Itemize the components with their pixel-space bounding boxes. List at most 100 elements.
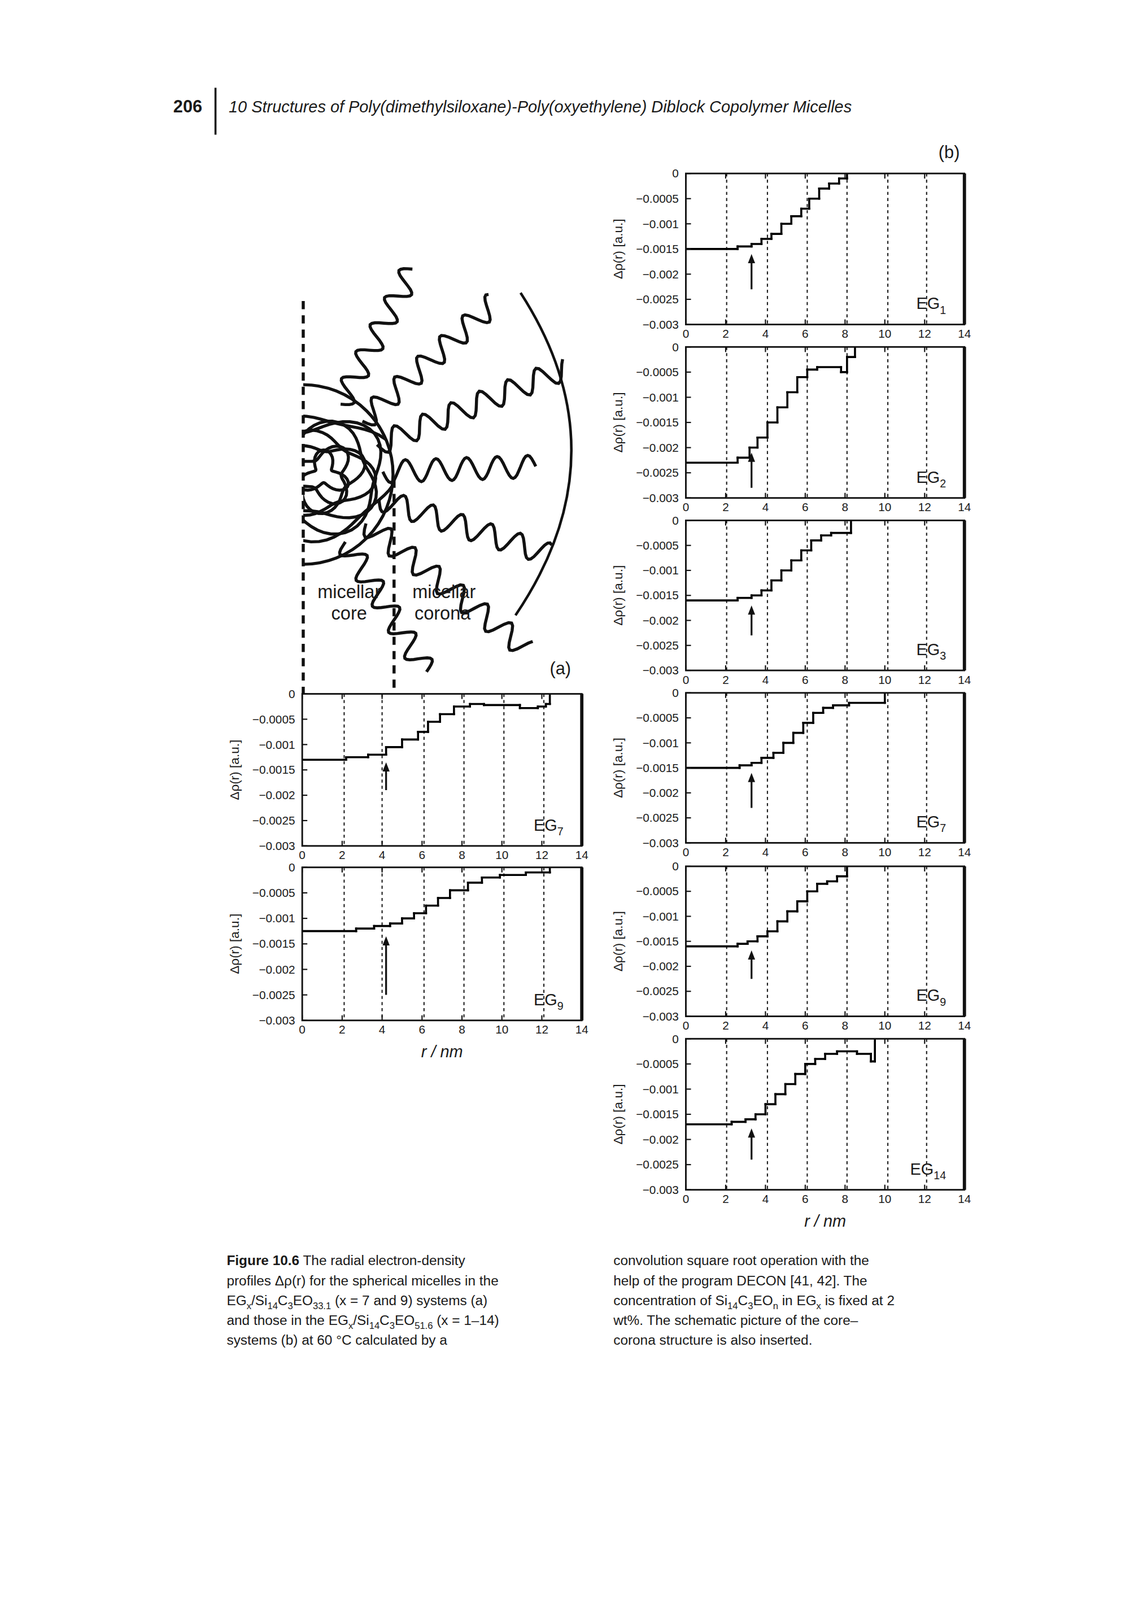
y-tick-label: 0 xyxy=(672,340,679,354)
step-segment xyxy=(821,534,832,537)
y-tick xyxy=(302,1019,308,1022)
y-tick-label: 0 xyxy=(288,860,296,874)
step-riser xyxy=(782,742,785,753)
step-segment xyxy=(767,421,778,424)
x-tick xyxy=(884,866,886,872)
x-tick xyxy=(541,867,543,873)
arrow-shaft xyxy=(750,458,753,488)
x-tick xyxy=(725,1038,727,1044)
y-tick xyxy=(685,1015,691,1017)
step-riser xyxy=(780,570,783,581)
text-segment: EO xyxy=(293,1292,313,1308)
step-riser xyxy=(416,731,420,740)
y-tick xyxy=(685,544,691,547)
x-tick xyxy=(764,665,766,671)
x-tick-label: 14 xyxy=(957,1192,971,1206)
step-riser xyxy=(790,560,793,571)
step-segment xyxy=(797,900,808,903)
y-tick xyxy=(685,1113,691,1115)
x-tick-label: 10 xyxy=(878,326,892,340)
plot-area xyxy=(685,1038,927,1190)
step-segment xyxy=(356,927,375,930)
step-segment xyxy=(810,539,822,542)
y-tick xyxy=(685,890,691,892)
text-segment: EG xyxy=(916,812,941,831)
plot-area xyxy=(302,694,550,846)
page-number: 206 xyxy=(173,96,203,117)
x-tick-label: 8 xyxy=(842,326,849,340)
step-segment xyxy=(817,365,841,369)
y-tick xyxy=(685,619,691,621)
reference-line xyxy=(766,173,769,325)
reference-line xyxy=(381,867,383,1021)
step-riser xyxy=(425,905,428,914)
step-riser xyxy=(438,713,442,722)
x-tick xyxy=(725,692,727,699)
x-tick xyxy=(501,867,503,873)
y-tick-label: −0.0015 xyxy=(635,588,679,602)
reference-line xyxy=(806,866,808,1017)
x-tick-label: 10 xyxy=(495,1022,509,1036)
reference-line xyxy=(846,1038,848,1190)
arrow-head xyxy=(747,605,756,615)
x-tick xyxy=(685,1184,687,1190)
y-tick-label: −0.0005 xyxy=(635,884,679,898)
x-tick xyxy=(964,346,966,352)
arrow xyxy=(747,605,756,636)
y-tick xyxy=(685,767,691,769)
core-chain xyxy=(298,450,349,491)
y-tick-label: −0.001 xyxy=(642,563,679,577)
x-tick xyxy=(685,866,687,872)
y-tick xyxy=(302,917,308,919)
plot-frame xyxy=(302,694,582,846)
y-tick-label: 0 xyxy=(288,687,296,701)
step-segment xyxy=(825,1052,837,1055)
step-segment xyxy=(791,559,802,562)
reference-line xyxy=(343,867,345,1021)
step-segment xyxy=(737,245,752,248)
step-riser xyxy=(784,1084,787,1095)
y-tick xyxy=(685,1138,691,1140)
y-tick xyxy=(685,298,691,300)
y-tick-label: −0.001 xyxy=(642,1082,679,1096)
y-tick xyxy=(685,421,691,423)
x-tick-label: 14 xyxy=(957,673,971,687)
step-segment xyxy=(765,1102,776,1106)
y-tick-label: −0.0005 xyxy=(635,192,679,206)
x-tick-label: 6 xyxy=(801,1192,809,1206)
text-segment: C xyxy=(277,1292,289,1308)
schematic-label: corona xyxy=(414,603,471,624)
step-segment xyxy=(777,406,788,409)
y-tick xyxy=(685,1163,691,1166)
step-riser xyxy=(448,890,452,898)
arrow xyxy=(747,1128,756,1160)
step-riser xyxy=(452,706,456,714)
text-segment: 14 xyxy=(369,1320,380,1332)
x-tick xyxy=(381,1015,383,1021)
plot-area xyxy=(685,173,927,325)
step-segment xyxy=(737,942,748,945)
x-tick-label: 14 xyxy=(575,1022,589,1036)
y-tick-label: −0.0025 xyxy=(635,292,679,306)
x-tick xyxy=(764,837,766,843)
step-riser xyxy=(770,580,773,591)
x-tick xyxy=(421,867,423,873)
arrow-head xyxy=(747,452,756,462)
step-segment xyxy=(739,764,752,767)
x-tick xyxy=(923,837,926,843)
text-segment: EG xyxy=(916,294,941,313)
x-tick xyxy=(764,493,766,499)
step-segment xyxy=(836,875,848,878)
text-segment: corona structure is also inserted. xyxy=(613,1332,813,1348)
x-tick xyxy=(923,520,926,526)
series-label: EG9 xyxy=(533,990,564,1013)
text-segment: n xyxy=(773,1300,779,1312)
x-tick xyxy=(685,1010,687,1016)
y-tick-label: −0.002 xyxy=(258,788,295,802)
step-segment xyxy=(483,704,521,707)
x-tick xyxy=(581,867,583,873)
y-tick-label: −0.001 xyxy=(642,909,679,923)
chart: 024681012140−0.0005−0.001−0.0015−0.002−0… xyxy=(611,859,971,1032)
step-segment xyxy=(761,589,772,592)
step-segment xyxy=(373,925,390,928)
